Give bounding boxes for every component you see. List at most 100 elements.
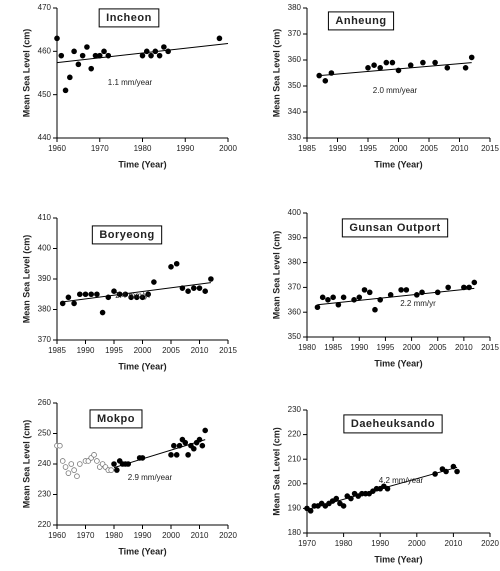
data-point [340,503,347,509]
data-point [77,461,83,467]
x-tick-label: 2000 [134,346,152,355]
data-point [148,52,154,59]
x-tick-label: 1990 [176,144,194,153]
data-point [351,296,357,303]
y-axis-label: Mean Sea Level (cm) [271,29,281,118]
data-point [111,288,117,295]
x-tick-label: 2010 [191,531,209,540]
y-axis-label: Mean Sea Level (cm) [271,231,281,320]
x-tick-label: 2000 [390,144,408,153]
data-point [191,285,197,291]
x-axis-label: Time (Year) [118,546,166,556]
data-point [191,445,197,452]
x-tick-label: 2000 [219,144,237,153]
x-tick-label: 2000 [408,539,426,548]
data-point [466,284,472,291]
x-tick-label: 2010 [191,346,209,355]
data-point [196,436,203,443]
data-point [432,471,438,477]
chart-title: Daeheuksando [351,418,435,430]
x-axis-label: Time (Year) [118,361,166,371]
x-tick-label: 1970 [298,539,316,548]
x-tick-label: 1980 [298,343,316,352]
data-point [384,485,391,492]
y-tick-label: 260 [38,398,52,407]
annotation: 1.1 mm/year [108,78,153,87]
data-point [139,52,146,59]
title-box [327,11,395,31]
data-point [79,52,86,59]
data-point [316,72,323,79]
data-point [325,296,331,303]
annotation: 2.2 mm/yr [400,299,436,308]
data-point [65,294,72,301]
y-tick-label: 400 [288,208,302,217]
data-point [171,442,177,449]
y-tick-label: 230 [288,405,302,414]
data-point [182,439,189,446]
data-point [196,285,203,291]
data-point [371,62,377,68]
data-point [383,59,390,66]
data-point [128,294,134,301]
data-point [152,48,159,55]
data-point [356,294,363,301]
trend-line [62,282,211,303]
x-axis-label: Time (Year) [374,554,422,564]
data-point [377,296,384,303]
y-axis-label: Mean Sea Level (cm) [21,29,31,118]
data-point [176,442,183,449]
y-tick-label: 380 [288,258,302,267]
x-tick-label: 2010 [451,144,469,153]
data-point [185,452,191,458]
data-point [407,62,414,68]
data-point [335,301,342,308]
title-box [341,218,449,238]
data-point [59,300,66,307]
x-axis-label: Time (Year) [374,159,422,169]
annotation: 2.9 mm/year [128,473,173,482]
data-point [419,289,425,296]
y-tick-label: 470 [38,3,52,12]
x-tick-label: 2000 [162,531,180,540]
data-point [101,48,107,55]
y-tick-label: 230 [38,490,52,499]
y-tick-label: 350 [288,81,302,90]
data-point [143,48,150,55]
data-point [445,284,451,291]
data-point [77,291,83,298]
data-point [420,59,426,66]
data-point [461,284,467,291]
annotation: 2.0 mm/year [373,86,418,95]
data-point [71,300,77,307]
x-tick-label: 2005 [429,343,447,352]
x-tick-label: 1980 [105,531,123,540]
x-tick-label: 1995 [377,343,395,352]
data-point [105,294,112,301]
data-point [99,309,106,316]
y-tick-label: 460 [38,46,52,55]
chart-title: Mokpo [97,413,135,425]
y-tick-label: 360 [288,55,302,64]
x-tick-label: 1985 [298,144,316,153]
x-tick-label: 1970 [77,531,95,540]
data-point [88,65,94,72]
title-box [343,414,443,434]
data-point [88,291,94,298]
data-point [185,288,191,295]
data-point [71,467,77,473]
y-tick-label: 390 [38,274,52,283]
y-tick-label: 210 [288,454,302,463]
x-tick-label: 2015 [219,346,237,355]
data-point [387,292,394,298]
y-tick-label: 220 [38,520,52,529]
x-tick-label: 2010 [445,539,463,548]
data-point [454,468,460,475]
x-tick-label: 1960 [48,531,66,540]
data-point [168,263,174,270]
data-point [57,442,63,449]
x-tick-label: 1990 [329,144,347,153]
data-point [59,458,66,464]
x-axis-label: Time (Year) [118,159,166,169]
y-axis-label: Mean Sea Level (cm) [21,420,31,509]
